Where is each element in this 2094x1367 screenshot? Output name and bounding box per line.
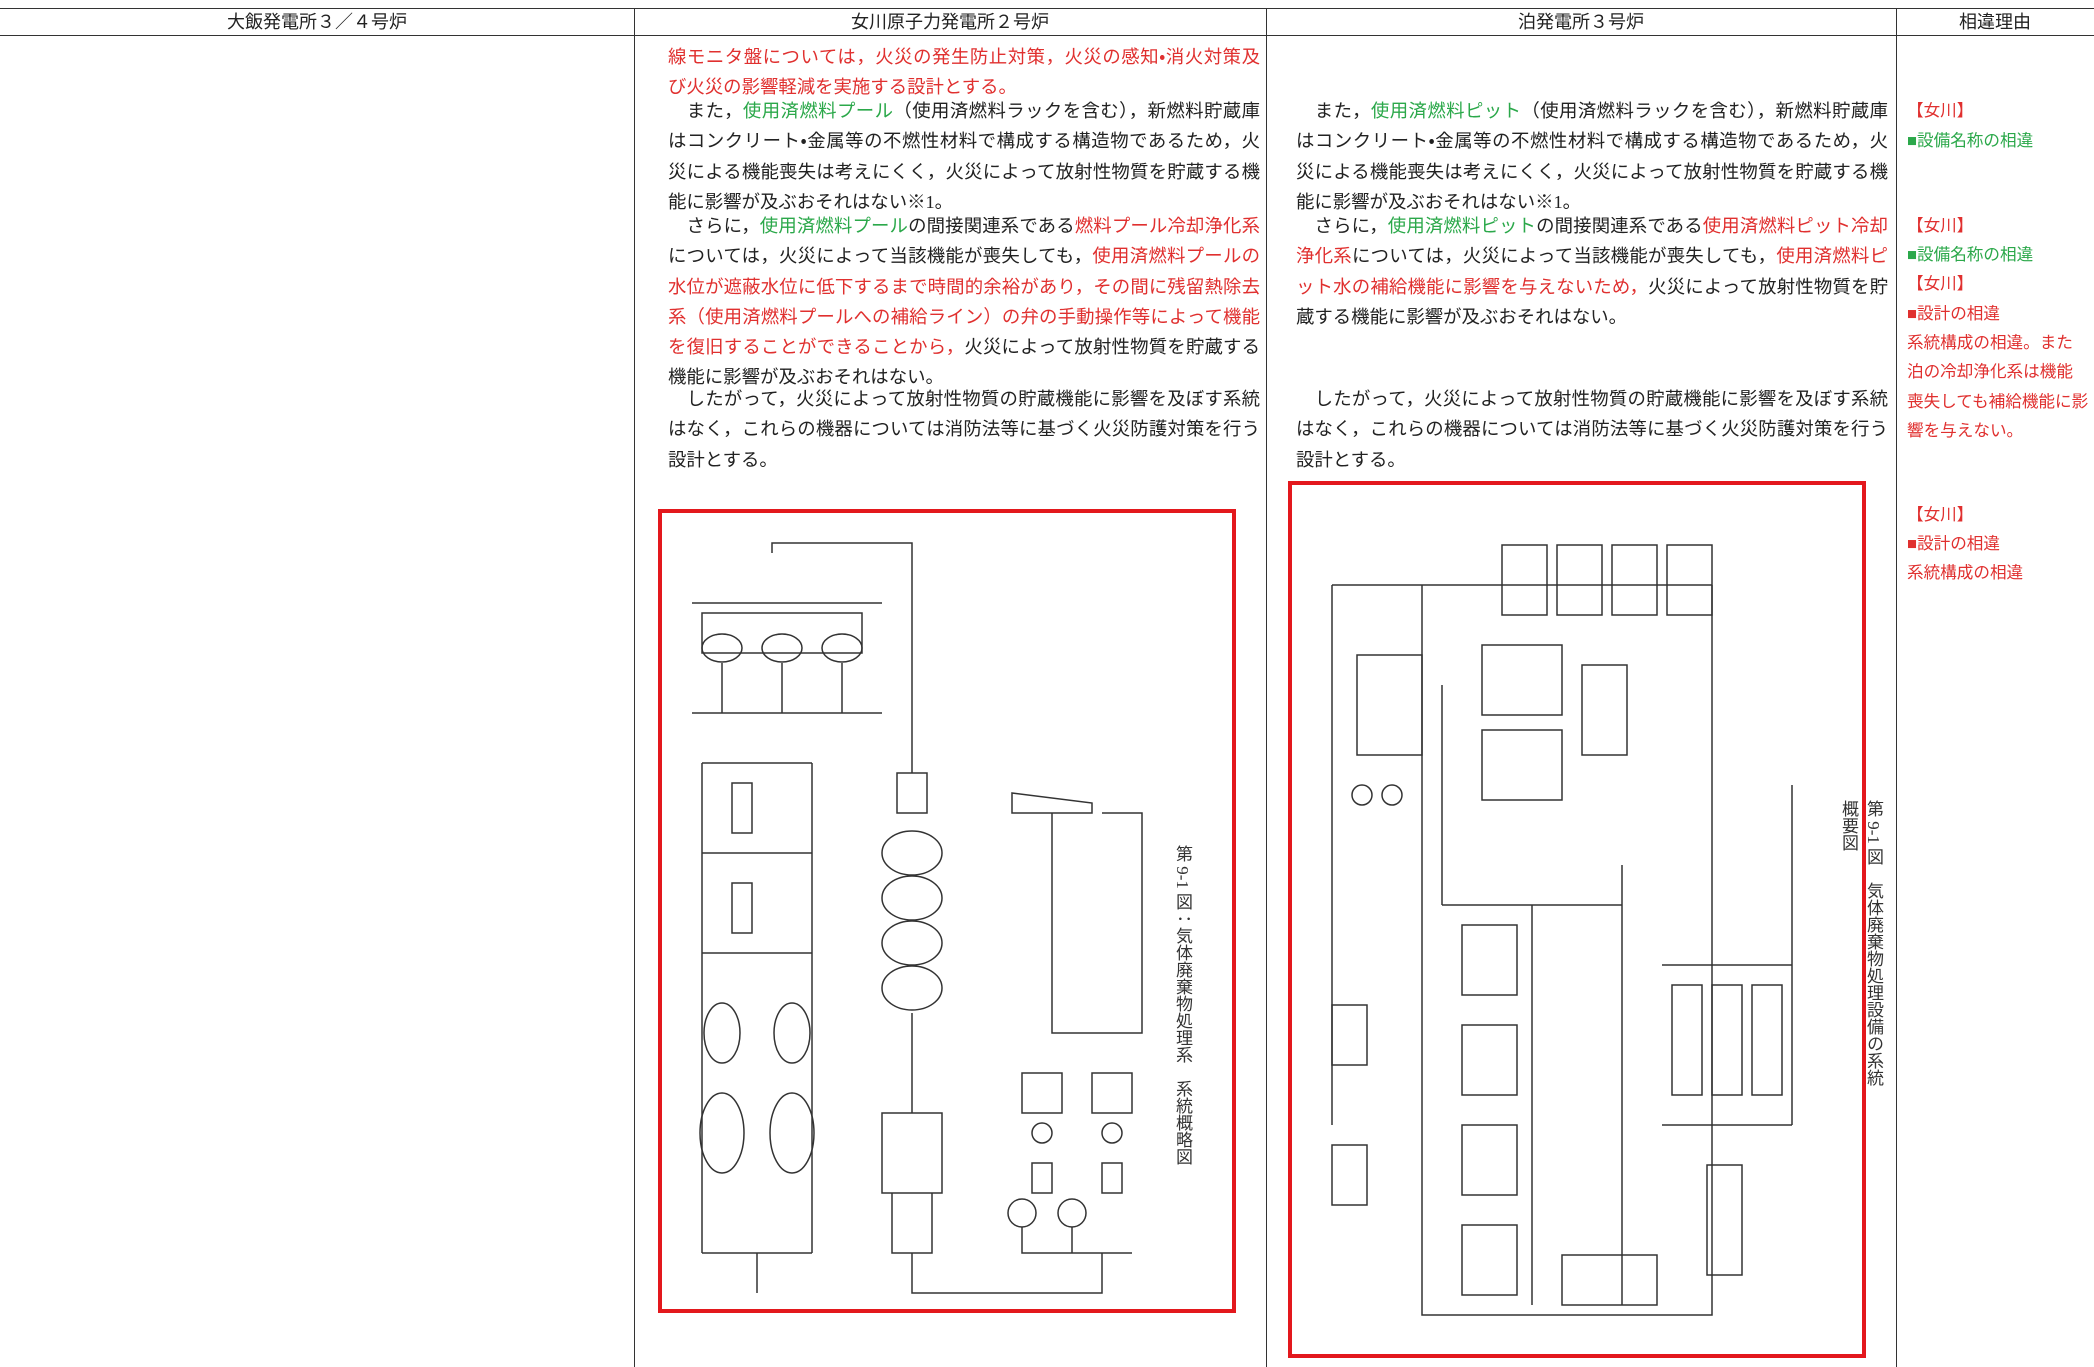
text-run: 使用済燃料ピット冷却浄化系 bbox=[1296, 216, 1888, 267]
text-run: したがって，火災によって放射性物質の貯蔵機能に影響を及ぼす系統はなく，これらの機… bbox=[668, 389, 1260, 470]
text-run: 使用済燃料ピット bbox=[1370, 101, 1522, 121]
text-run: の間接関連系である bbox=[908, 216, 1075, 236]
system-diagram bbox=[692, 542, 1143, 1294]
text-run: 火災によって放射性物質を貯蔵する機能に影響が及ぶおそれはない。 bbox=[668, 337, 1260, 388]
text-run: 使用済燃料プール bbox=[742, 101, 894, 121]
note: ■設計の相違 bbox=[1907, 304, 2000, 323]
note: 【女川】 bbox=[1907, 216, 1974, 235]
system-diagram bbox=[1331, 544, 1793, 1316]
text-run: 使用済燃料プールの水位が遮蔽水位に低下するまで時間的余裕があり，その間に残留熱除… bbox=[668, 246, 1260, 358]
column-header: 女川原子力発電所２号炉 bbox=[851, 12, 1049, 32]
text-run: さらに， bbox=[668, 216, 760, 236]
text-run: 線モニタ盤については，火災の発生防止対策，火災の感知・消火対策及び火災の影響軽減… bbox=[668, 47, 1260, 98]
text-run: さらに， bbox=[1296, 216, 1388, 236]
paragraph: したがって，火災によって放射性物質の貯蔵機能に影響を及ぼす系統はなく，これらの機… bbox=[1296, 384, 1888, 475]
note: 系統構成の相違。また泊の冷却浄化系は機能喪失しても補給機能に影響を与えない。 bbox=[1907, 333, 2089, 441]
column-border bbox=[1896, 8, 1897, 1367]
note: 系統構成の相違 bbox=[1907, 563, 2024, 582]
paragraph: また，使用済燃料ピット（使用済燃料ラックを含む），新燃料貯蔵庫はコンクリート・金… bbox=[1296, 96, 1888, 217]
column-border bbox=[1266, 8, 1267, 1367]
table-border bbox=[0, 8, 2094, 9]
paragraph: また，使用済燃料プール（使用済燃料ラックを含む），新燃料貯蔵庫はコンクリート・金… bbox=[668, 96, 1260, 217]
text-run: （使用済燃料ラックを含む），新燃料貯蔵庫はコンクリート・金属等の不燃性材料で構成… bbox=[1296, 101, 1888, 212]
text-run: また， bbox=[1296, 101, 1371, 121]
paragraph: さらに，使用済燃料ピットの間接関連系である使用済燃料ピット冷却浄化系については，… bbox=[1296, 211, 1888, 332]
text-run: したがって，火災によって放射性物質の貯蔵機能に影響を及ぼす系統はなく，これらの機… bbox=[1296, 389, 1888, 470]
text-run: 使用済燃料プール bbox=[759, 216, 909, 236]
text-run: については，火災によって当該機能が喪失しても， bbox=[668, 246, 1093, 267]
note: ■設備名称の相違 bbox=[1907, 245, 2034, 264]
column-header: 大飯発電所３／４号炉 bbox=[227, 12, 407, 32]
table-border bbox=[0, 35, 2094, 36]
filter-train bbox=[692, 602, 882, 1293]
note: ■設計の相違 bbox=[1907, 534, 2000, 553]
column-border bbox=[634, 8, 635, 1367]
stack-line bbox=[1007, 792, 1143, 1254]
text-run: 使用済燃料ピット bbox=[1387, 216, 1537, 236]
text-run: 火災によって放射性物質を貯蔵する機能に影響が及ぶおそれはない。 bbox=[1296, 276, 1888, 327]
text-run: 燃料プール冷却浄化系 bbox=[1074, 216, 1260, 236]
text-run: 使用済燃料ピット水の補給機能に影響を与えないため， bbox=[1296, 246, 1888, 297]
figure-frame bbox=[1288, 481, 1866, 1358]
paragraph: 線モニタ盤については，火災の発生防止対策，火災の感知・消火対策及び火災の影響軽減… bbox=[668, 42, 1260, 103]
figure-frame bbox=[658, 509, 1236, 1313]
text-run: また， bbox=[668, 101, 743, 121]
note: 【女川】 bbox=[1907, 505, 1974, 524]
note: 【女川】 bbox=[1907, 101, 1974, 120]
text-run: （使用済燃料ラックを含む），新燃料貯蔵庫はコンクリート・金属等の不燃性材料で構成… bbox=[668, 101, 1260, 212]
paragraph: さらに，使用済燃料プールの間接関連系である燃料プール冷却浄化系については，火災に… bbox=[668, 211, 1260, 393]
recombiner-train bbox=[881, 633, 1103, 1294]
note: 【女川】 bbox=[1907, 274, 1974, 293]
figure-caption: 第 9-1 図 気体廃棄物処理設備の系統概要図 bbox=[1839, 800, 1883, 1087]
figure-caption: 第 9-1 図：気体廃棄物処理系 系統概略図 bbox=[1173, 845, 1192, 1166]
column-header: 泊発電所３号炉 bbox=[1518, 12, 1644, 32]
note: ■設備名称の相違 bbox=[1907, 131, 2034, 150]
column-header: 相違理由 bbox=[1959, 12, 2031, 32]
paragraph: したがって，火災によって放射性物質の貯蔵機能に影響を及ぼす系統はなく，これらの機… bbox=[668, 384, 1260, 475]
text-run: については，火災によって当該機能が喪失しても， bbox=[1351, 246, 1777, 267]
text-run: の間接関連系である bbox=[1536, 216, 1703, 236]
